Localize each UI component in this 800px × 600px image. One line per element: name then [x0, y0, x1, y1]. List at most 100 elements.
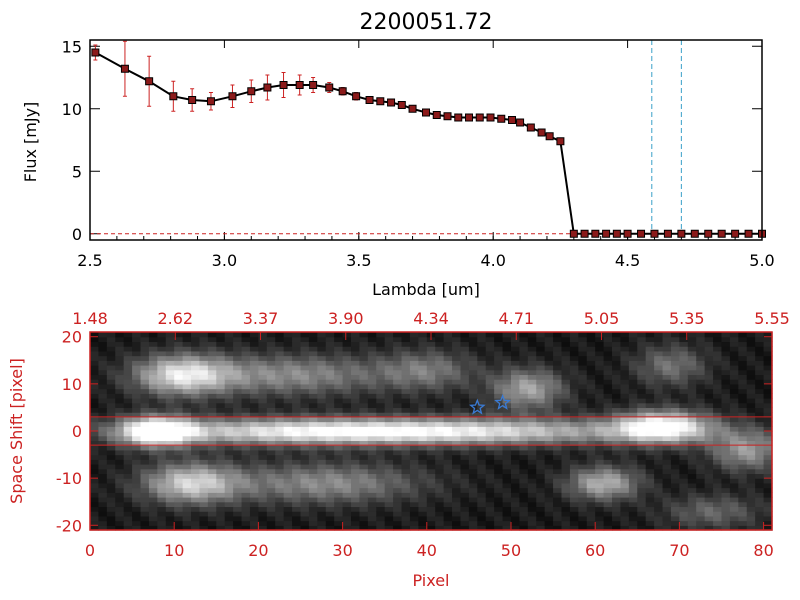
image-pixel — [384, 374, 394, 380]
image-pixel — [123, 369, 133, 376]
image-pixel — [755, 511, 765, 517]
image-pixel — [258, 393, 268, 399]
image-pixel — [90, 459, 100, 465]
image-pixel — [334, 383, 344, 390]
image-pixel — [637, 515, 647, 522]
image-pixel — [494, 506, 504, 512]
image-pixel — [300, 506, 310, 512]
image-pixel — [401, 365, 411, 371]
image-pixel — [140, 440, 150, 446]
image-pixel — [452, 379, 462, 385]
image-pixel — [603, 431, 613, 437]
image-pixel — [620, 478, 630, 484]
image-pixel — [174, 445, 184, 451]
image-pixel — [721, 426, 731, 432]
image-pixel — [586, 374, 596, 380]
image-pixel — [157, 374, 167, 380]
image-pixel — [569, 468, 579, 475]
image-pixel — [401, 402, 411, 409]
image-pixel — [586, 421, 596, 427]
image-pixel — [553, 398, 563, 404]
image-pixel — [90, 369, 100, 376]
image-pixel — [409, 421, 419, 427]
image-pixel — [148, 482, 158, 489]
image-pixel — [401, 459, 411, 465]
image-pixel — [233, 365, 243, 371]
image-pixel — [367, 412, 377, 418]
image-pixel — [317, 454, 327, 460]
image-pixel — [544, 525, 554, 531]
image-pixel — [275, 416, 285, 423]
image-pixel — [544, 421, 554, 427]
image-pixel — [174, 506, 184, 512]
image-pixel — [729, 506, 739, 512]
image-pixel — [519, 464, 529, 470]
image-pixel — [393, 435, 403, 442]
image-pixel — [468, 511, 478, 517]
image-pixel — [738, 525, 748, 531]
image-pixel — [561, 398, 571, 404]
image-pixel — [233, 388, 243, 394]
image-pixel — [401, 501, 411, 508]
image-pixel — [612, 459, 622, 465]
image-pixel — [729, 445, 739, 451]
image-pixel — [536, 431, 546, 437]
image-pixel — [755, 379, 765, 385]
image-pixel — [494, 412, 504, 418]
image-pixel — [258, 501, 268, 508]
image-pixel — [679, 332, 689, 338]
image-pixel — [140, 365, 150, 371]
image-pixel — [426, 360, 436, 366]
image-pixel — [679, 449, 689, 456]
image-pixel — [418, 468, 428, 475]
image-pixel — [738, 383, 748, 390]
image-pixel — [654, 459, 664, 465]
image-pixel — [544, 407, 554, 413]
image-pixel — [376, 440, 386, 446]
image-pixel — [140, 435, 150, 442]
image-pixel — [182, 374, 192, 380]
image-pixel — [628, 360, 638, 366]
image-pixel — [494, 421, 504, 427]
image-pixel — [679, 355, 689, 361]
image-pixel — [746, 454, 756, 460]
image-pixel — [544, 435, 554, 442]
image-pixel — [325, 431, 335, 437]
image-pixel — [687, 492, 697, 498]
image-pixel — [317, 501, 327, 508]
image-pixel — [207, 388, 217, 394]
image-pixel — [98, 482, 108, 489]
image-pixel — [510, 459, 521, 465]
image-pixel — [292, 501, 302, 508]
image-pixel — [275, 374, 285, 380]
image-pixel — [207, 478, 217, 484]
image-pixel — [224, 487, 234, 493]
image-pixel — [249, 416, 259, 423]
image-pixel — [266, 374, 276, 380]
image-pixel — [679, 511, 689, 517]
image-pixel — [308, 407, 318, 413]
image-pixel — [165, 440, 175, 446]
image-pixel — [409, 487, 419, 493]
image-pixel — [452, 468, 462, 475]
image-pixel — [670, 355, 680, 361]
image-pixel — [334, 412, 344, 418]
image-pixel — [670, 416, 680, 423]
image-pixel — [595, 431, 605, 437]
image-pixel — [510, 492, 521, 498]
image-pixel — [426, 374, 436, 380]
image-pixel — [106, 416, 116, 423]
image-pixel — [746, 350, 756, 357]
image-pixel — [645, 492, 655, 498]
image-pixel — [115, 506, 125, 512]
image-pixel — [106, 346, 116, 352]
image-pixel — [696, 365, 706, 371]
image-pixel — [300, 478, 310, 484]
image-pixel — [502, 416, 512, 423]
image-pixel — [536, 350, 546, 357]
image-pixel — [334, 350, 344, 357]
image-pixel — [586, 393, 596, 399]
image-pixel — [561, 440, 571, 446]
image-pixel — [165, 464, 175, 470]
image-pixel — [578, 360, 588, 366]
